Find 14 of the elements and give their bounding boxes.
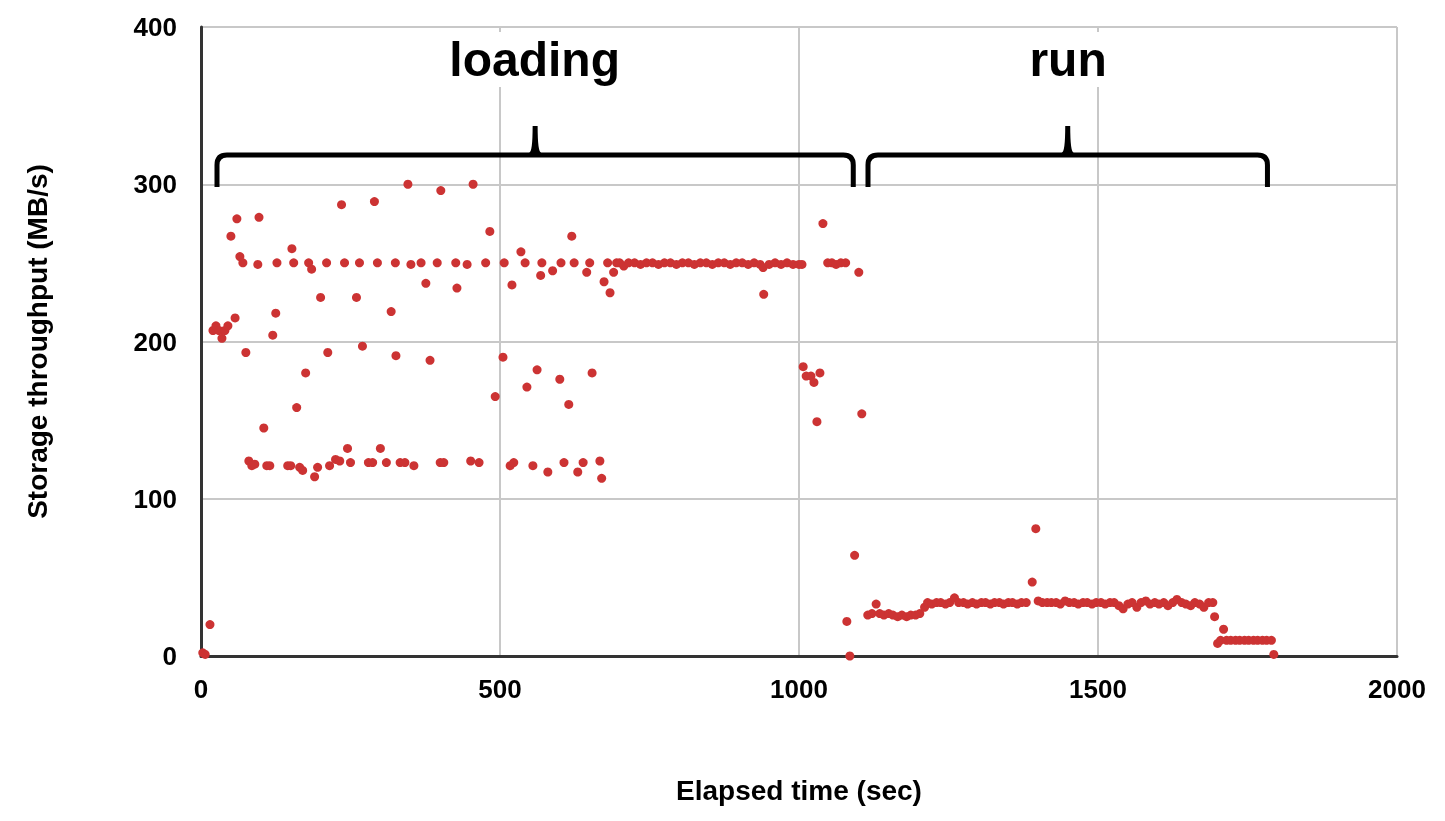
y-tick-label: 400 (133, 12, 177, 42)
y-tick-label: 100 (133, 483, 177, 514)
y-axis-title: Storage throughput (MB/s) (21, 164, 53, 519)
x-tick-label: 500 (478, 674, 522, 704)
y-tick-label: 200 (133, 326, 177, 357)
x-tick-label: 1500 (1069, 674, 1127, 704)
x-tick-label: 1000 (770, 674, 828, 704)
y-tick-label: 0 (162, 641, 177, 671)
annotation: run (1021, 32, 1115, 87)
x-axis-title: Elapsed time (sec) (676, 774, 922, 806)
annotation: loading (441, 32, 628, 87)
y-tick-label: 300 (133, 169, 177, 200)
x-tick-label: 0 (193, 674, 209, 704)
x-tick-label: 2000 (1368, 674, 1426, 704)
